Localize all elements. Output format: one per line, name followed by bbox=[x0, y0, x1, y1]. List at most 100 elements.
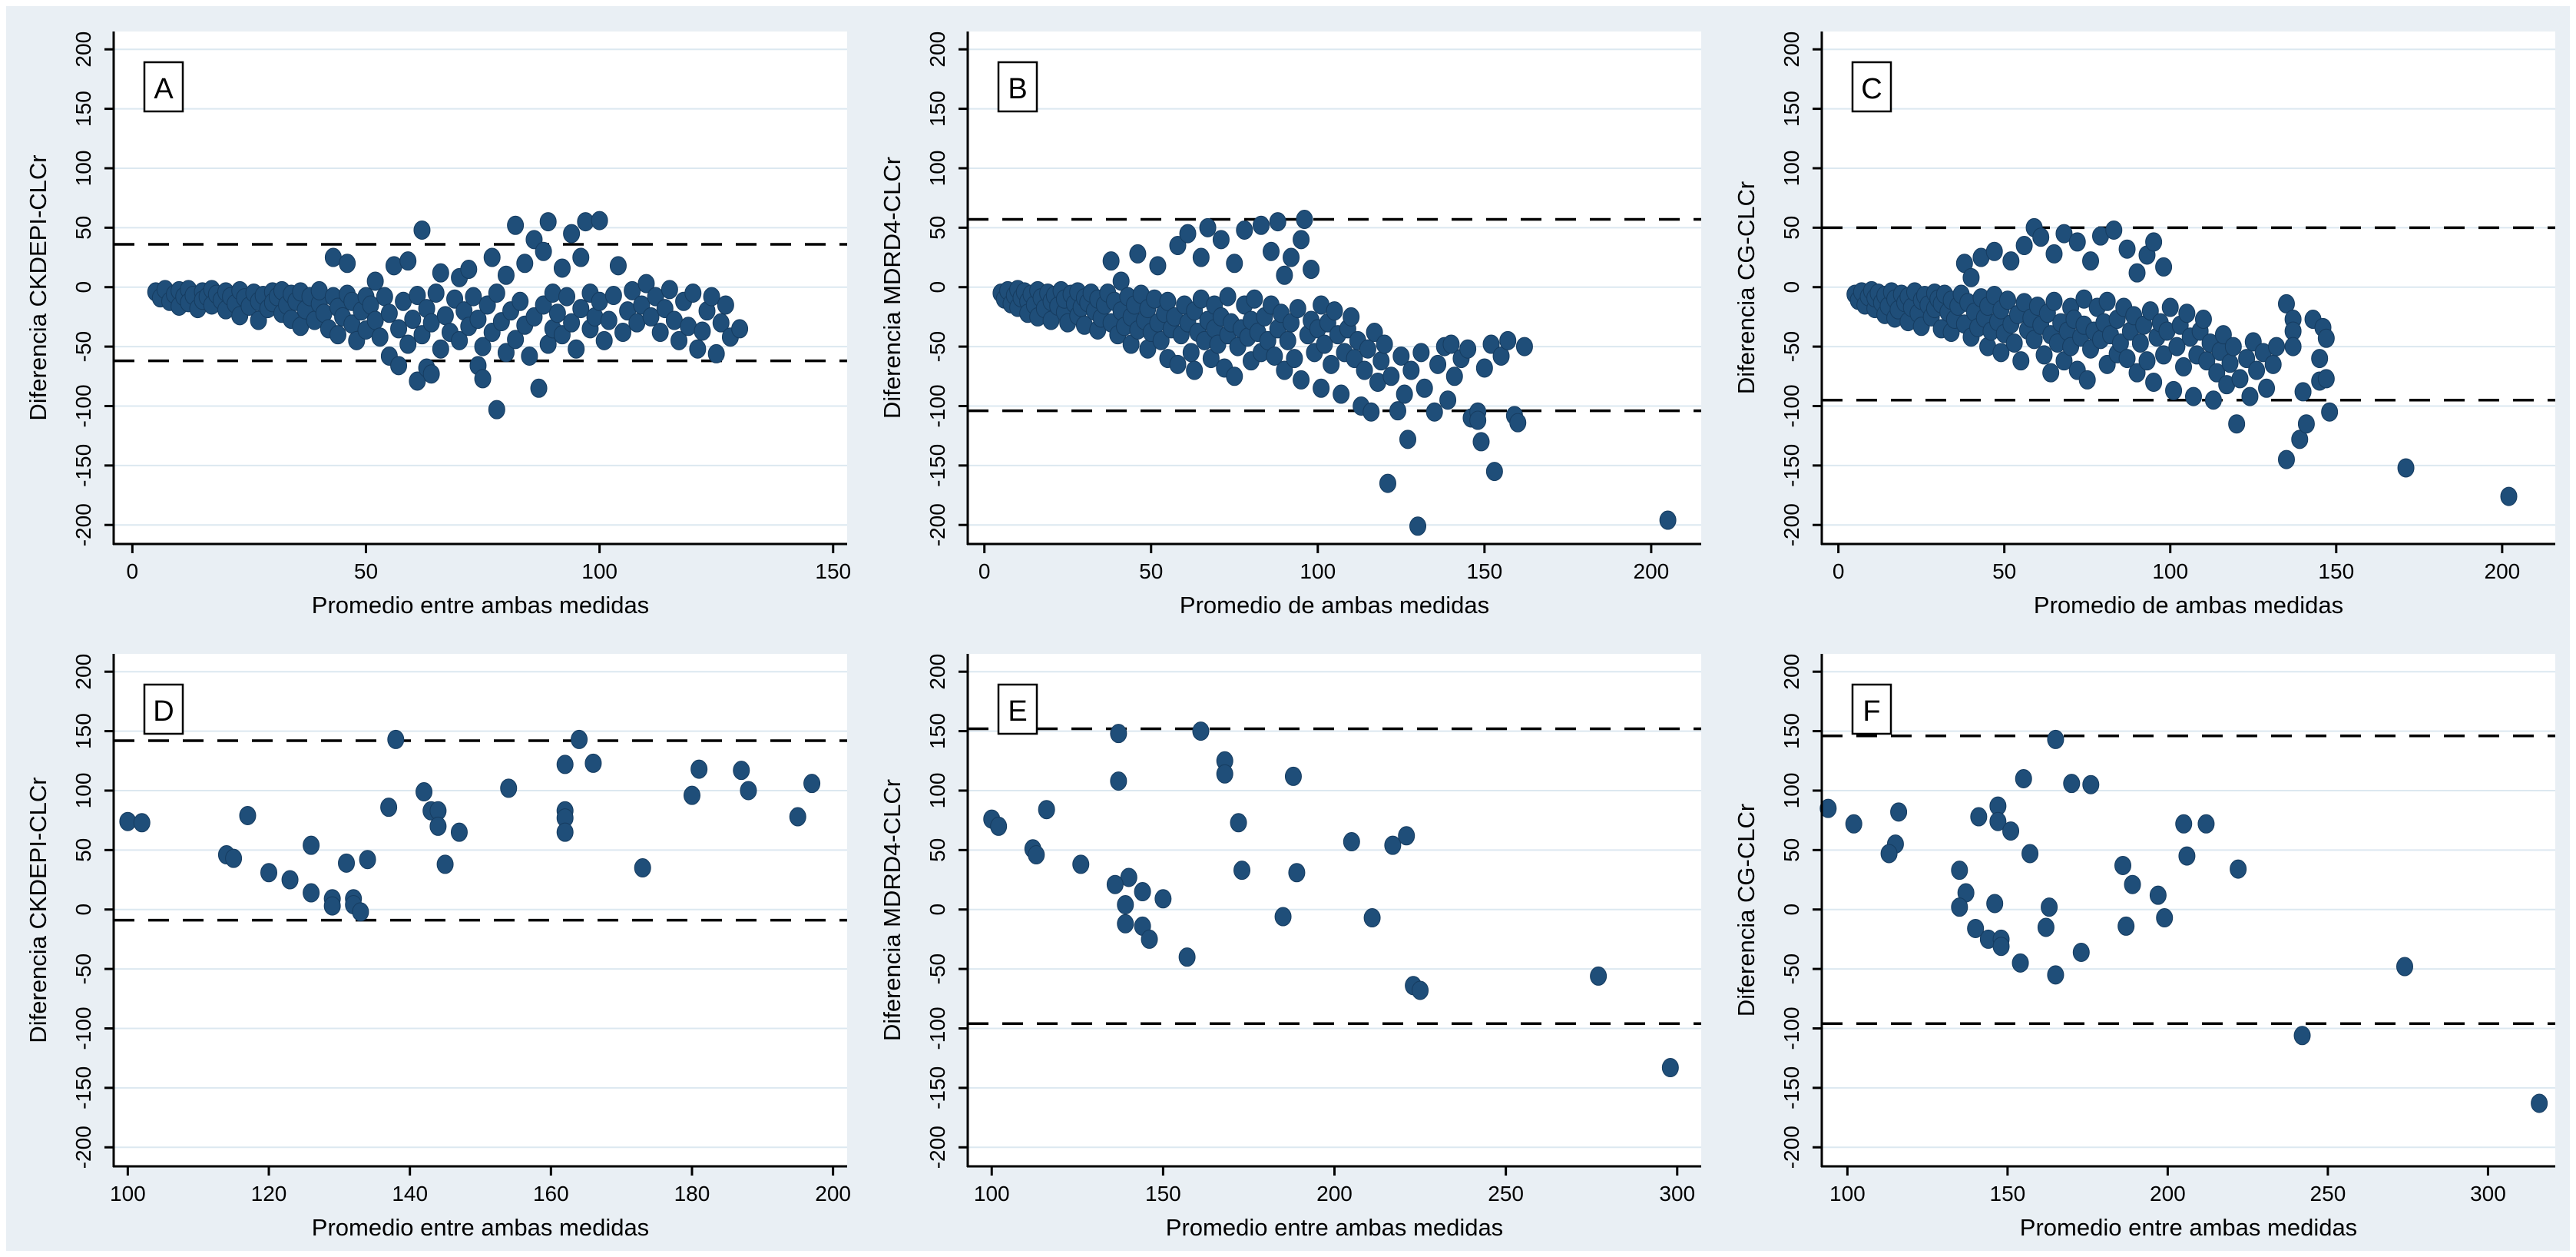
data-point bbox=[1396, 384, 1413, 404]
data-point bbox=[2156, 908, 2174, 928]
data-point bbox=[1028, 845, 1045, 865]
y-tick-label: -50 bbox=[925, 954, 949, 984]
panel-A: 200 150 100 50 0 -50 -100 -150 -200 0 50 100 150 Prom… bbox=[6, 6, 865, 635]
y-tick-label: 50 bbox=[71, 216, 95, 240]
data-point bbox=[1276, 265, 1293, 285]
data-point bbox=[1492, 346, 1510, 366]
x-axis-title: Promedio de ambas medidas bbox=[2034, 592, 2343, 619]
data-point bbox=[1376, 334, 1393, 354]
data-point bbox=[1269, 212, 1286, 232]
data-point bbox=[584, 753, 602, 773]
data-point bbox=[1425, 402, 1443, 422]
data-point bbox=[2168, 337, 2186, 357]
data-point bbox=[563, 224, 581, 244]
data-point bbox=[670, 330, 688, 350]
y-tick-label: 150 bbox=[1780, 713, 1803, 749]
data-point bbox=[558, 287, 576, 307]
x-tick-label: 100 bbox=[974, 1182, 1010, 1206]
data-point bbox=[740, 781, 757, 801]
data-point bbox=[600, 310, 618, 330]
data-point bbox=[2284, 337, 2302, 357]
data-point bbox=[634, 858, 651, 878]
data-point bbox=[376, 287, 393, 307]
data-point bbox=[1117, 895, 1134, 915]
data-point bbox=[516, 254, 534, 274]
data-point bbox=[512, 291, 529, 311]
data-point bbox=[1283, 247, 1300, 267]
x-tick-label: 250 bbox=[1488, 1182, 1524, 1206]
data-point bbox=[1412, 343, 1430, 363]
data-point bbox=[2021, 844, 2039, 864]
panel-label: E bbox=[1008, 695, 1027, 728]
x-tick-label: 100 bbox=[110, 1182, 146, 1206]
x-tick-label: 100 bbox=[581, 559, 618, 583]
data-point bbox=[1439, 390, 1457, 410]
data-point bbox=[572, 299, 590, 319]
data-point bbox=[694, 321, 711, 341]
data-point bbox=[684, 283, 702, 303]
data-point bbox=[422, 313, 440, 333]
data-point bbox=[1445, 366, 1463, 386]
data-point bbox=[624, 280, 641, 300]
y-tick-label: -200 bbox=[925, 503, 949, 546]
data-point bbox=[2241, 386, 2259, 406]
data-point bbox=[2155, 345, 2173, 365]
y-axis-title: Diferencia CKDEPI-CLCr bbox=[25, 154, 51, 420]
data-point bbox=[497, 265, 515, 285]
x-axis-title: Promedio entre ambas medidas bbox=[1166, 1214, 1503, 1241]
data-point bbox=[1362, 402, 1380, 422]
data-point bbox=[1038, 800, 1055, 820]
data-point bbox=[2068, 232, 2086, 252]
data-point bbox=[1819, 798, 1837, 818]
y-tick-label: -200 bbox=[71, 1126, 95, 1169]
y-tick-label: 100 bbox=[71, 151, 95, 187]
data-point bbox=[1992, 937, 2010, 957]
y-tick-label: 50 bbox=[1780, 838, 1803, 862]
data-point bbox=[1392, 346, 1410, 366]
data-point bbox=[2005, 333, 2023, 353]
data-point bbox=[1382, 366, 1400, 386]
data-point bbox=[1233, 861, 1251, 881]
data-point bbox=[1363, 908, 1381, 928]
data-point bbox=[2047, 965, 2064, 985]
data-point bbox=[1951, 897, 1968, 917]
x-tick-label: 0 bbox=[127, 559, 139, 583]
data-point bbox=[789, 807, 806, 827]
data-point bbox=[2224, 337, 2242, 357]
data-point bbox=[2396, 957, 2413, 977]
y-tick-label: -200 bbox=[925, 1126, 949, 1169]
data-point bbox=[595, 330, 613, 350]
y-tick-label: -50 bbox=[925, 331, 949, 362]
data-point bbox=[507, 330, 525, 350]
data-point bbox=[2012, 351, 2030, 371]
data-point bbox=[707, 343, 725, 363]
data-point bbox=[2208, 363, 2226, 383]
data-point bbox=[717, 295, 734, 315]
data-point bbox=[409, 286, 426, 306]
data-point bbox=[1226, 366, 1243, 386]
data-point bbox=[2214, 325, 2232, 345]
data-point bbox=[2178, 303, 2196, 323]
y-tick-label: 200 bbox=[1780, 32, 1803, 68]
panel-C-plot: 200 150 100 50 0 -50 -100 -150 -200 0 50 100 150 200 P… bbox=[1733, 32, 2555, 619]
panel-label-box bbox=[1851, 61, 1892, 113]
y-tick-label: 0 bbox=[925, 281, 949, 294]
data-point bbox=[1970, 807, 1988, 827]
data-point bbox=[416, 782, 433, 802]
data-point bbox=[690, 759, 708, 779]
data-point bbox=[1890, 802, 1908, 822]
data-point bbox=[1485, 462, 1503, 482]
data-point bbox=[1274, 907, 1292, 927]
data-point bbox=[427, 283, 445, 303]
panel-D: 200 150 100 50 0 -50 -100 -150 -200 100 120 140 160 1… bbox=[6, 628, 865, 1257]
y-tick-label: -100 bbox=[925, 384, 949, 427]
data-point bbox=[2175, 814, 2193, 834]
data-point bbox=[2178, 846, 2196, 866]
data-point bbox=[2075, 289, 2093, 309]
data-point bbox=[1333, 384, 1350, 404]
y-tick-label: 200 bbox=[1780, 654, 1803, 690]
data-point bbox=[1343, 307, 1360, 327]
data-point bbox=[2045, 291, 2063, 311]
data-point bbox=[1323, 354, 1340, 374]
data-point bbox=[2118, 349, 2136, 369]
